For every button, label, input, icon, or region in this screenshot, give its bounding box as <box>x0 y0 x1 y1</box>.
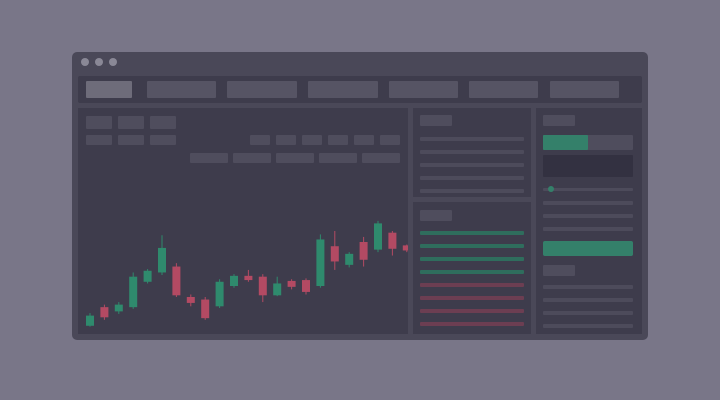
timeframe-button[interactable] <box>86 116 112 129</box>
order-book-row[interactable] <box>420 163 524 167</box>
slider-handle[interactable] <box>547 186 554 192</box>
bear-candle[interactable] <box>359 242 368 260</box>
nav-tab-7[interactable] <box>550 81 619 98</box>
chart-tool-button[interactable] <box>380 135 400 145</box>
order-book-asks-panel <box>413 108 531 197</box>
buy-trade-row[interactable] <box>420 270 524 274</box>
nav-tab-4[interactable] <box>308 81 378 98</box>
place-order-button[interactable] <box>543 241 633 256</box>
amount-input[interactable] <box>543 155 633 177</box>
order-book-row[interactable] <box>420 176 524 180</box>
timeframe-button[interactable] <box>118 116 144 129</box>
sell-trade-row[interactable] <box>420 296 524 300</box>
bull-candle[interactable] <box>129 276 138 308</box>
buy-sell-toggle[interactable] <box>543 135 633 150</box>
bull-candle[interactable] <box>114 304 123 312</box>
bull-candle[interactable] <box>86 315 94 326</box>
chart-tool-button[interactable] <box>276 135 296 145</box>
buy-trade-row[interactable] <box>420 244 524 248</box>
bull-candle[interactable] <box>345 253 354 265</box>
buy-trade-row[interactable] <box>420 257 524 261</box>
chart-tool-button[interactable] <box>302 135 322 145</box>
form-field <box>543 214 633 218</box>
top-nav <box>78 76 642 103</box>
order-form-header <box>543 115 575 126</box>
bear-candle[interactable] <box>302 280 310 292</box>
balance-row <box>543 311 633 315</box>
bear-candle[interactable] <box>287 280 296 287</box>
app-window <box>72 52 648 340</box>
order-book-trades-panel <box>413 202 531 334</box>
sell-trade-row[interactable] <box>420 283 524 287</box>
indicator-chip[interactable] <box>276 153 314 163</box>
nav-tab-2[interactable] <box>147 81 216 98</box>
form-field <box>543 227 633 231</box>
chart-option-button[interactable] <box>86 135 112 145</box>
bear-candle[interactable] <box>100 307 109 318</box>
chart-tool-button[interactable] <box>250 135 270 145</box>
bull-candle[interactable] <box>215 281 224 307</box>
form-field <box>543 201 633 205</box>
bear-candle[interactable] <box>258 276 267 296</box>
nav-tab-6[interactable] <box>469 81 538 98</box>
buy-trade-row[interactable] <box>420 231 524 235</box>
maximize-window-dot-icon[interactable] <box>109 58 117 66</box>
bull-candle[interactable] <box>374 223 382 250</box>
nav-tab-5[interactable] <box>389 81 458 98</box>
close-window-dot-icon[interactable] <box>81 58 89 66</box>
chart-tool-button[interactable] <box>328 135 348 145</box>
minimize-window-dot-icon[interactable] <box>95 58 103 66</box>
balance-row <box>543 324 633 328</box>
bear-candle[interactable] <box>244 275 253 281</box>
indicator-chip[interactable] <box>362 153 400 163</box>
order-book-row[interactable] <box>420 137 524 141</box>
order-form-panel <box>536 108 642 334</box>
bull-candle[interactable] <box>158 247 166 273</box>
nav-tab-3[interactable] <box>227 81 297 98</box>
bear-candle[interactable] <box>388 232 397 249</box>
bear-candle[interactable] <box>172 266 181 296</box>
bull-candle[interactable] <box>273 283 282 296</box>
chart-option-button[interactable] <box>118 135 144 145</box>
order-book-row[interactable] <box>420 150 524 154</box>
indicator-chip[interactable] <box>190 153 228 163</box>
indicator-chip[interactable] <box>233 153 271 163</box>
balance-row <box>543 298 633 302</box>
title-bar <box>72 52 648 72</box>
bear-candle[interactable] <box>330 246 339 262</box>
bear-candle[interactable] <box>402 245 408 251</box>
balance-row <box>543 285 633 289</box>
chart-option-button[interactable] <box>150 135 176 145</box>
amount-slider[interactable] <box>543 186 633 192</box>
bull-candle[interactable] <box>143 270 152 282</box>
order-book-row[interactable] <box>420 189 524 193</box>
bear-candle[interactable] <box>186 297 195 303</box>
balances-header <box>543 265 575 276</box>
bull-candle[interactable] <box>316 239 325 286</box>
indicator-chip[interactable] <box>319 153 357 163</box>
sell-trade-row[interactable] <box>420 322 524 326</box>
timeframe-button[interactable] <box>150 116 176 129</box>
candlestick-chart[interactable] <box>78 108 408 334</box>
buy-toggle-option[interactable] <box>543 135 588 150</box>
bull-candle[interactable] <box>230 275 238 286</box>
sell-trade-row[interactable] <box>420 309 524 313</box>
chart-tool-button[interactable] <box>354 135 374 145</box>
chart-panel <box>78 108 408 334</box>
asks-header <box>420 115 452 126</box>
nav-tab-1[interactable] <box>86 81 132 98</box>
trades-header <box>420 210 452 221</box>
bear-candle[interactable] <box>201 299 210 319</box>
